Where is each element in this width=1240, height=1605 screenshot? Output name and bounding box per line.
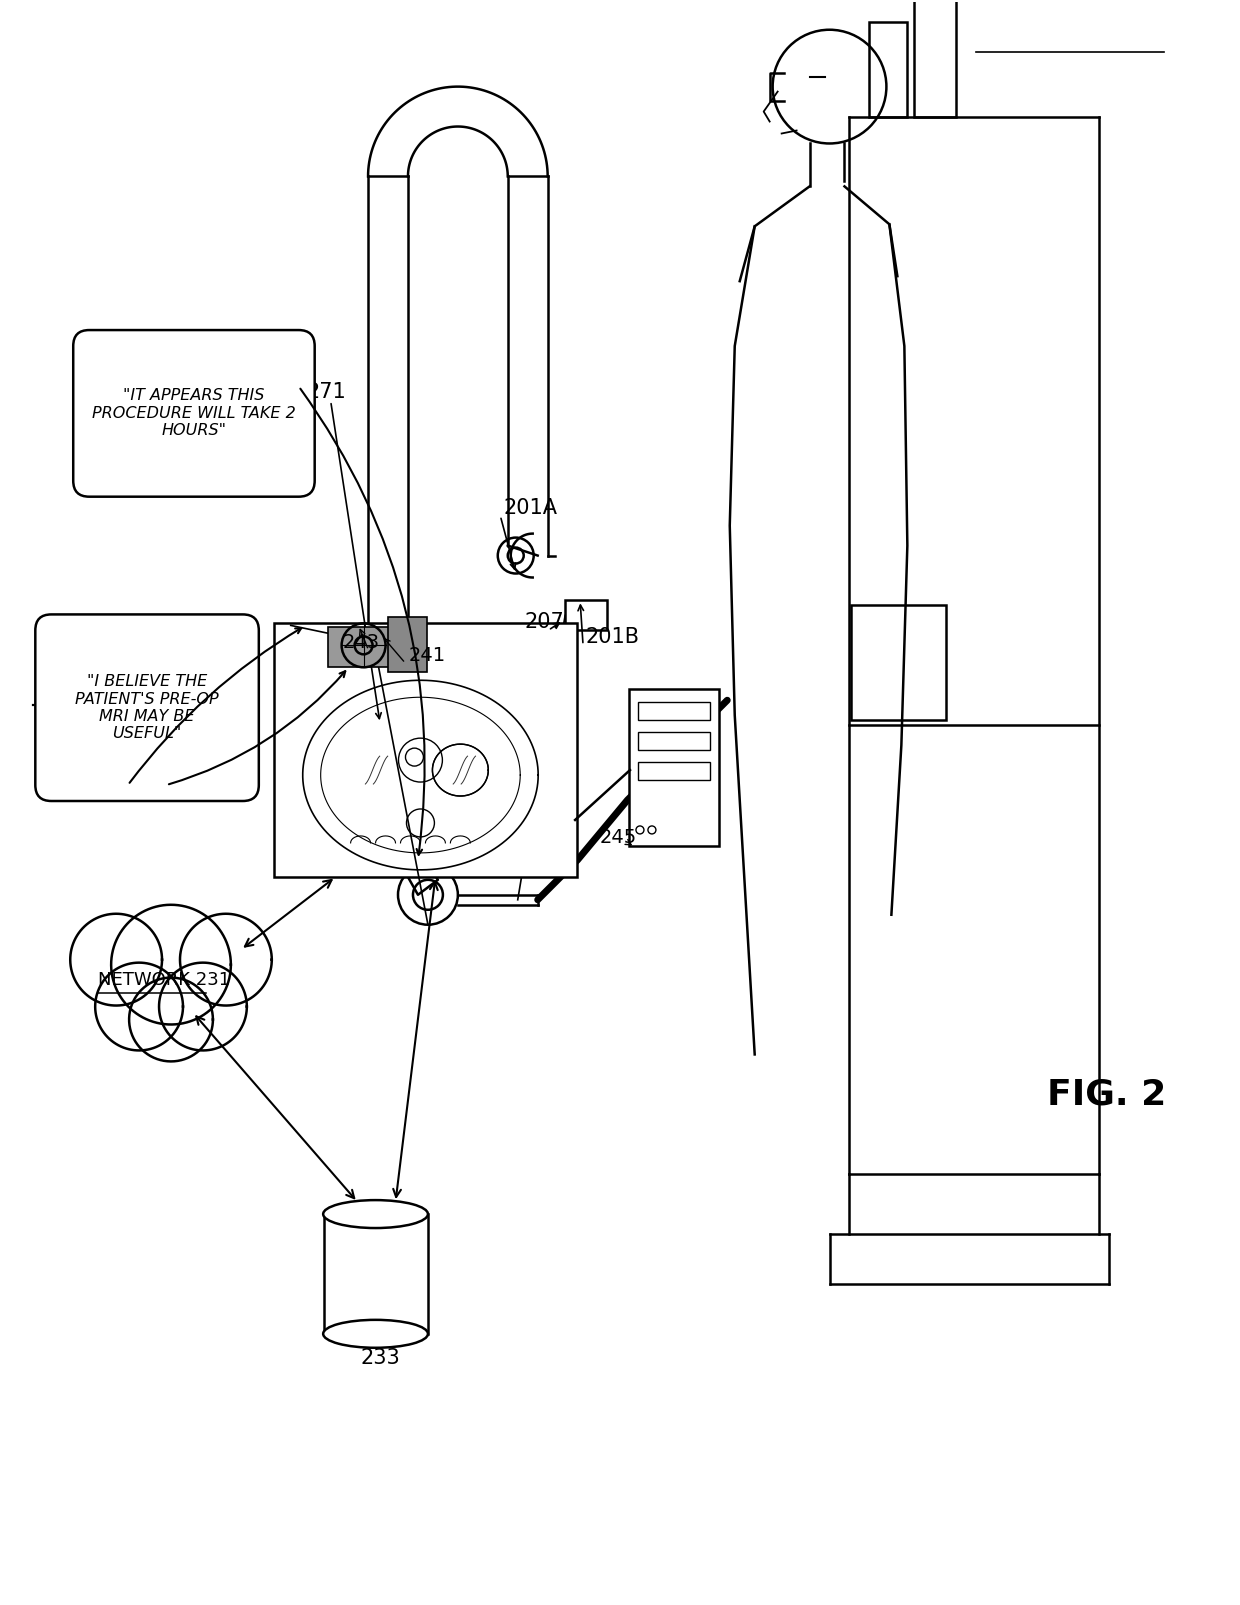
FancyBboxPatch shape bbox=[852, 605, 946, 721]
Text: "I BELIEVE THE
PATIENT'S PRE-OP
MRI MAY BE
USEFUL": "I BELIEVE THE PATIENT'S PRE-OP MRI MAY … bbox=[76, 674, 219, 742]
Text: 207: 207 bbox=[525, 613, 564, 632]
Text: FIG. 2: FIG. 2 bbox=[1047, 1077, 1167, 1111]
FancyBboxPatch shape bbox=[914, 0, 956, 117]
Text: 245: 245 bbox=[600, 828, 637, 847]
Text: 201A: 201A bbox=[503, 498, 557, 518]
FancyBboxPatch shape bbox=[274, 623, 577, 876]
FancyBboxPatch shape bbox=[35, 615, 259, 801]
Ellipse shape bbox=[324, 1319, 428, 1348]
Ellipse shape bbox=[324, 1201, 428, 1228]
FancyBboxPatch shape bbox=[869, 22, 908, 117]
Circle shape bbox=[95, 963, 184, 1050]
Text: NETWORK 231: NETWORK 231 bbox=[98, 971, 231, 989]
FancyBboxPatch shape bbox=[324, 1213, 429, 1334]
Text: 200: 200 bbox=[33, 672, 88, 701]
Circle shape bbox=[159, 963, 247, 1050]
FancyBboxPatch shape bbox=[388, 618, 428, 672]
Text: 243: 243 bbox=[342, 634, 379, 652]
Text: 233: 233 bbox=[361, 1348, 401, 1367]
FancyBboxPatch shape bbox=[629, 689, 719, 846]
Circle shape bbox=[112, 905, 231, 1024]
Circle shape bbox=[129, 977, 213, 1061]
Text: 271: 271 bbox=[306, 382, 346, 401]
FancyBboxPatch shape bbox=[73, 331, 315, 496]
Circle shape bbox=[71, 913, 162, 1006]
Text: 201B: 201B bbox=[585, 628, 639, 647]
Text: "IT APPEARS THIS
PROCEDURE WILL TAKE 2
HOURS": "IT APPEARS THIS PROCEDURE WILL TAKE 2 H… bbox=[92, 388, 296, 438]
Circle shape bbox=[180, 913, 272, 1006]
FancyBboxPatch shape bbox=[327, 628, 398, 668]
Text: 241: 241 bbox=[408, 647, 445, 666]
